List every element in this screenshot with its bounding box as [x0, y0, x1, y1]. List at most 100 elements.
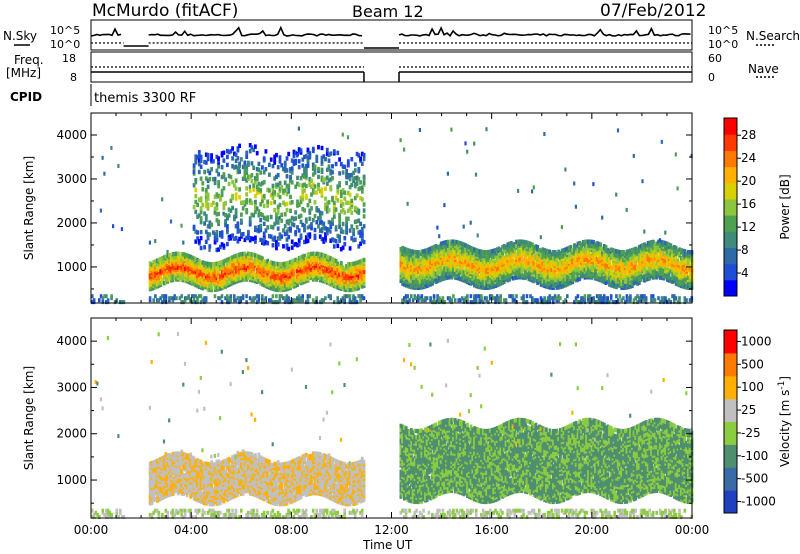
- data-cell: [226, 214, 229, 219]
- data-cell: [401, 245, 405, 251]
- data-cell: [399, 247, 403, 252]
- data-cell: [250, 173, 254, 178]
- data-cell: [608, 300, 611, 305]
- data-cell: [255, 166, 259, 172]
- data-cell: [106, 298, 110, 303]
- data-cell: [162, 263, 166, 268]
- data-cell: [338, 181, 341, 186]
- data-cell: [219, 195, 222, 200]
- data-cell: [410, 275, 413, 280]
- data-cell: [197, 239, 201, 244]
- data-cell: [164, 254, 168, 259]
- data-cell: [524, 259, 527, 265]
- data-cell: [278, 236, 282, 241]
- data-cell: [571, 248, 575, 253]
- data-cell: [311, 182, 315, 187]
- data-cell: [304, 183, 308, 189]
- data-cell: [434, 244, 438, 249]
- data-cell: [424, 252, 427, 257]
- data-cell: [576, 253, 580, 258]
- data-cell: [325, 207, 329, 212]
- data-cell: [217, 261, 220, 266]
- data-cell: [360, 151, 364, 157]
- data-cell: [562, 300, 566, 305]
- data-cell: [539, 235, 542, 240]
- data-cell: [308, 151, 312, 156]
- data-cell: [241, 251, 245, 257]
- data-cell: [324, 196, 327, 201]
- data-cell: [338, 238, 341, 243]
- data-cell: [625, 207, 628, 212]
- data-cell: [162, 280, 166, 286]
- data-cell: [269, 280, 273, 285]
- data-cell: [245, 198, 249, 203]
- data-cell: [420, 249, 424, 254]
- data-cell: [192, 224, 196, 230]
- data-cell: [622, 261, 625, 267]
- data-cell: [282, 200, 285, 205]
- data-cell: [613, 300, 616, 305]
- data-cell: [204, 198, 208, 203]
- data-cell: [308, 252, 312, 257]
- data-cell: [262, 170, 266, 175]
- data-cell: [322, 269, 326, 274]
- data-cell: [203, 274, 206, 280]
- data-cell: [243, 170, 247, 175]
- data-cell: [245, 178, 249, 183]
- data-cell: [415, 296, 418, 301]
- data-cell: [99, 208, 102, 213]
- data-cell: [247, 251, 250, 256]
- data-cell: [254, 199, 257, 205]
- data-cell: [276, 216, 280, 221]
- data-cell: [443, 266, 447, 271]
- data-cell: [182, 272, 185, 277]
- data-cell: [297, 202, 301, 207]
- data-cell: [343, 210, 347, 215]
- data-cell: [355, 264, 359, 269]
- data-cell: [322, 225, 326, 230]
- data-cell: [566, 274, 569, 279]
- data-cell: [531, 246, 534, 251]
- data-cell: [350, 210, 354, 215]
- data-cell: [324, 186, 327, 191]
- data-cell: [611, 271, 615, 277]
- data-cell: [190, 273, 194, 278]
- data-cell: [341, 277, 345, 282]
- data-cell: [632, 255, 636, 260]
- data-cell: [317, 224, 320, 229]
- data-cell: [436, 249, 440, 254]
- data-cell: [501, 280, 504, 285]
- data-cell: [338, 157, 341, 162]
- data-cell: [338, 224, 341, 229]
- data-cell: [192, 256, 196, 261]
- data-cell: [180, 271, 184, 277]
- data-cell: [417, 253, 420, 259]
- data-cell: [210, 262, 213, 267]
- data-cell: [325, 181, 329, 186]
- data-cell: [252, 252, 256, 258]
- data-cell: [574, 268, 578, 273]
- data-cell: [261, 181, 264, 186]
- data-cell: [443, 240, 447, 245]
- data-cell: [599, 294, 602, 299]
- data-cell: [310, 178, 313, 183]
- data-cell: [604, 254, 608, 260]
- data-cell: [289, 174, 292, 180]
- data-cell: [289, 226, 292, 231]
- data-cell: [346, 262, 350, 267]
- data-cell: [236, 296, 240, 301]
- data-cell: [294, 230, 298, 235]
- data-cell: [485, 283, 489, 288]
- data-cell: [634, 296, 637, 301]
- data-cell: [259, 255, 263, 260]
- data-cell: [203, 300, 206, 305]
- data-cell: [290, 180, 294, 185]
- data-cell: [420, 294, 424, 299]
- data-cell: [604, 245, 608, 250]
- data-cell: [271, 163, 275, 169]
- data-cell: [567, 275, 571, 280]
- data-cell: [292, 159, 296, 164]
- data-cell: [474, 275, 478, 281]
- data-cell: [250, 212, 254, 217]
- data-cell: [578, 266, 582, 272]
